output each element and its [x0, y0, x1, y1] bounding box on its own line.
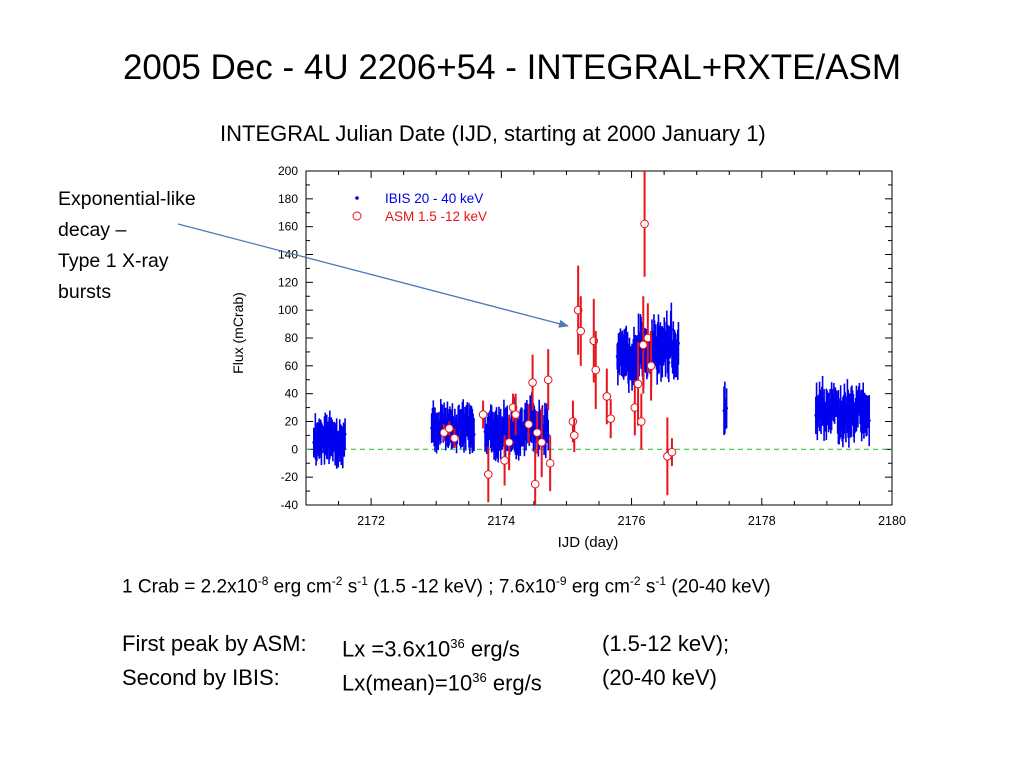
- y-tick-label: 60: [285, 359, 299, 373]
- asm-point: [545, 458, 555, 468]
- first-peak-value: Lx =3.6x1036 erg/s: [342, 636, 520, 662]
- callout-line: Exponential-like: [58, 188, 196, 210]
- y-tick-label: -40: [281, 498, 299, 512]
- y-tick-label: 180: [278, 192, 298, 206]
- x-tick-label: 2174: [487, 514, 515, 528]
- callout-line: decay –: [58, 219, 127, 241]
- x-axis-label: IJD (day): [558, 534, 619, 551]
- y-tick-label: 200: [278, 164, 298, 178]
- ibis-point: [667, 361, 671, 365]
- x-tick-label: 2172: [357, 514, 385, 528]
- ibis-point: [343, 432, 347, 436]
- ibis-point: [546, 433, 550, 437]
- asm-point: [478, 410, 488, 419]
- asm-point: [591, 365, 601, 375]
- asm-point: [528, 378, 537, 387]
- asm-point: [569, 431, 579, 440]
- ibis-point: [472, 433, 476, 437]
- asm-point: [450, 433, 459, 443]
- asm-point: [638, 340, 648, 350]
- asm-point: [637, 417, 646, 426]
- asm-point: [633, 379, 643, 389]
- asm-point: [444, 424, 454, 433]
- legend-marker-ibis: [355, 196, 359, 200]
- asm-point: [484, 470, 493, 479]
- asm-point: [524, 419, 533, 429]
- second-peak-value: Lx(mean)=1036 erg/s: [342, 670, 542, 696]
- ibis-series: [312, 302, 871, 469]
- y-tick-label: 40: [285, 387, 299, 401]
- y-tick-label: -20: [281, 470, 299, 484]
- asm-point: [640, 219, 649, 229]
- y-tick-label: 80: [285, 331, 299, 345]
- asm-point: [537, 438, 547, 447]
- second-peak-row: Second by IBIS: Lx(mean)=1036 erg/s (20-…: [122, 664, 822, 696]
- y-tick-label: 120: [278, 275, 298, 289]
- first-peak-band: (1.5-12 keV);: [602, 631, 730, 656]
- ibis-point: [676, 341, 680, 345]
- callout-line: Type 1 X-ray: [58, 250, 169, 272]
- asm-point: [504, 438, 514, 447]
- asm-point: [530, 479, 540, 489]
- callout-text: Exponential-like decay – Type 1 X-ray bu…: [58, 184, 196, 308]
- legend-label-asm: ASM 1.5 -12 keV: [385, 209, 487, 224]
- legend-marker-asm: [352, 211, 362, 221]
- callout-arrow: [177, 223, 569, 328]
- second-peak-band: (20-40 keV): [602, 665, 717, 690]
- y-tick-label: 100: [278, 303, 298, 317]
- asm-point: [511, 410, 520, 419]
- asm-series: [439, 171, 677, 505]
- y-tick-label: 0: [291, 442, 298, 456]
- ibis-point: [669, 328, 673, 332]
- y-tick-label: 20: [285, 415, 299, 429]
- callout-line: bursts: [58, 281, 112, 303]
- asm-point: [606, 414, 616, 424]
- x-tick-label: 2178: [748, 514, 776, 528]
- ibis-point: [867, 419, 871, 423]
- asm-point: [543, 375, 553, 385]
- legend-label-ibis: IBIS 20 - 40 keV: [385, 191, 483, 206]
- legend: IBIS 20 - 40 keV ASM 1.5 -12 keV: [352, 191, 487, 224]
- asm-point: [500, 456, 509, 465]
- crab-conversion-note: 1 Crab = 2.2x10-8 erg cm-2 s-1 (1.5 -12 …: [122, 574, 771, 598]
- slide-title: 2005 Dec - 4U 2206+54 - INTEGRAL+RXTE/AS…: [122, 48, 902, 87]
- x-tick-label: 2176: [618, 514, 646, 528]
- y-axis-label: Flux (mCrab): [230, 292, 246, 374]
- asm-point: [532, 428, 542, 437]
- asm-point: [568, 417, 578, 426]
- asm-point: [646, 361, 656, 371]
- first-peak-row: First peak by ASM: Lx =3.6x1036 erg/s (1…: [122, 630, 822, 662]
- asm-point: [602, 392, 612, 401]
- y-tick-label: 160: [278, 220, 298, 234]
- x-tick-label: 2180: [878, 514, 906, 528]
- asm-point: [667, 447, 677, 457]
- ibis-point: [725, 406, 729, 410]
- first-peak-label: First peak by ASM:: [122, 631, 307, 656]
- asm-point: [576, 326, 586, 336]
- top-axis-title: INTEGRAL Julian Date (IJD, starting at 2…: [220, 121, 766, 146]
- second-peak-label: Second by IBIS:: [122, 665, 280, 690]
